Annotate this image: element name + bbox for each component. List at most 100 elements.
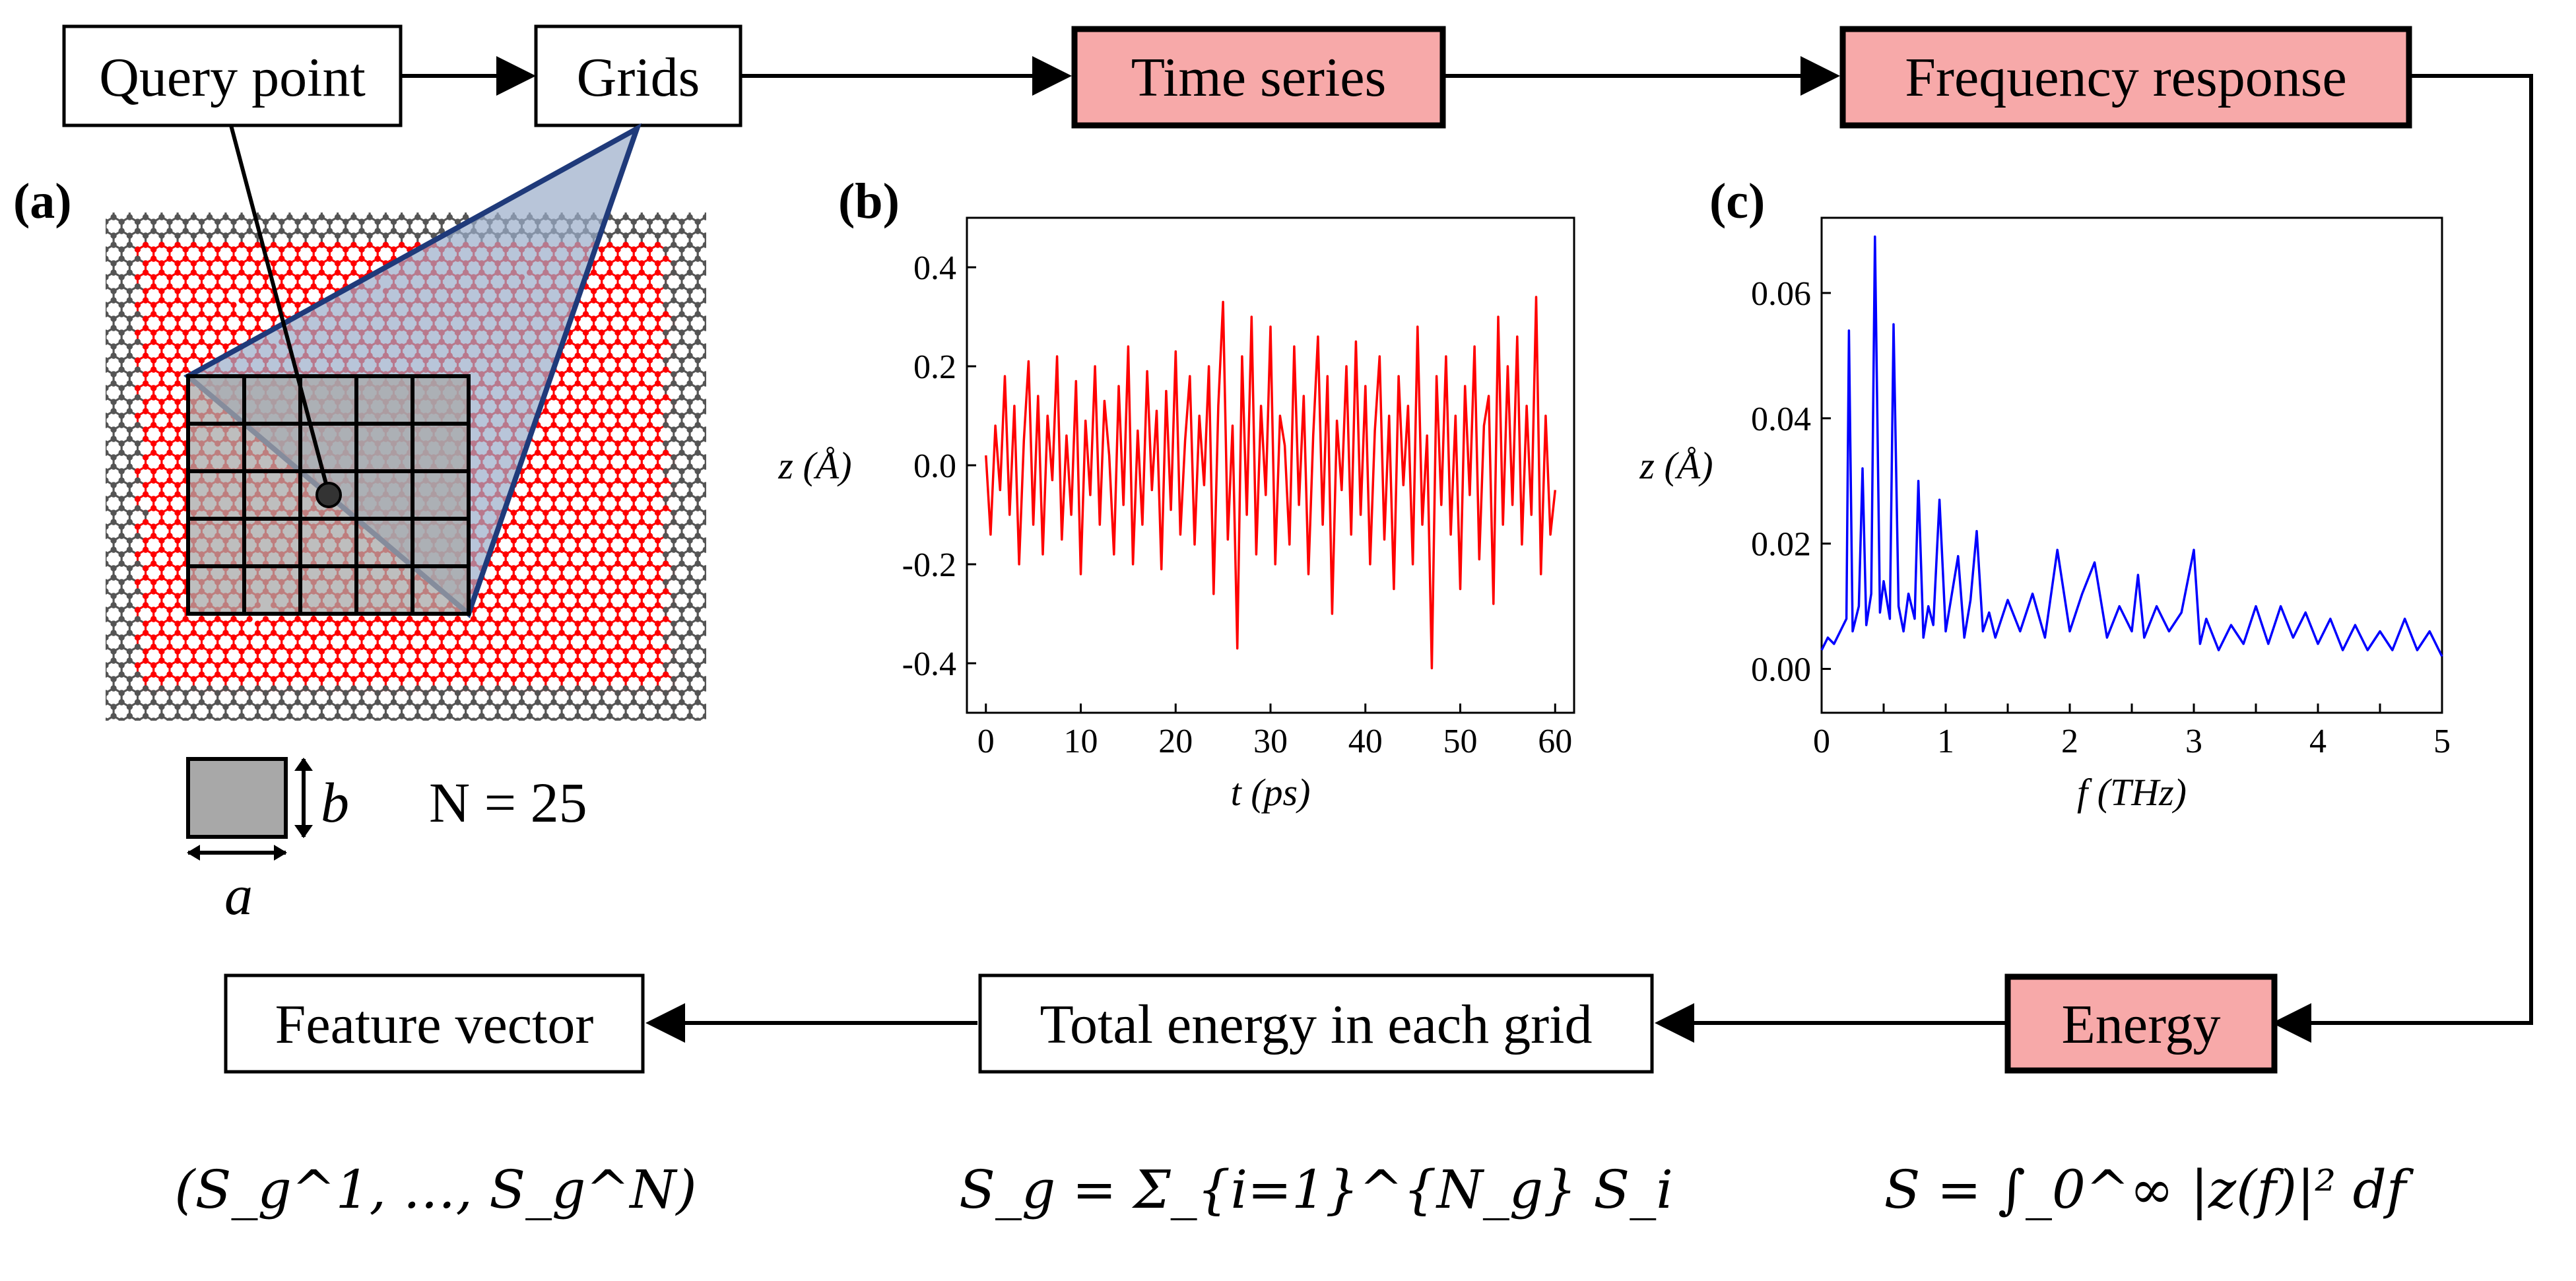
lattice-atom	[207, 325, 213, 331]
lattice-atom	[678, 385, 685, 391]
lattice-atom	[134, 218, 141, 225]
lattice-atom	[743, 339, 748, 345]
lattice-atom	[663, 366, 669, 373]
lattice-atom	[686, 214, 693, 220]
lattice-atom	[727, 218, 733, 224]
lattice-atom	[182, 311, 189, 317]
lattice-atom	[599, 246, 605, 253]
lattice-atom	[622, 297, 629, 304]
lattice-atom	[166, 339, 173, 345]
lattice-atom	[663, 394, 669, 401]
lattice-hexagon	[704, 594, 706, 607]
lattice-atom	[655, 242, 661, 248]
lattice-atom	[686, 242, 693, 248]
lattice-atom	[143, 352, 149, 359]
lattice-atom	[166, 255, 173, 262]
lattice-atom	[599, 357, 605, 364]
lattice-atom	[126, 325, 133, 331]
lattice-atom	[694, 339, 701, 345]
lattice-atom	[262, 274, 269, 280]
lattice-atom	[94, 371, 100, 377]
lattice-atom	[207, 297, 213, 304]
lattice-atom	[735, 269, 741, 275]
lattice-atom	[727, 283, 733, 289]
lattice-hexagon	[714, 439, 730, 457]
lattice-atom	[158, 399, 165, 405]
lattice-atom	[106, 228, 109, 234]
lattice-atom	[719, 205, 725, 211]
lattice-atom	[182, 274, 189, 280]
lattice-atom	[166, 274, 173, 280]
lattice-atom	[735, 214, 741, 220]
lattice-atom	[719, 352, 725, 358]
lattice-atom	[279, 246, 285, 253]
lattice-atom	[614, 339, 621, 345]
lattice-atom	[382, 232, 389, 239]
lattice-atom	[335, 205, 341, 211]
lattice-atom	[294, 274, 301, 280]
lattice-atom	[158, 232, 165, 239]
lattice-atom	[343, 218, 349, 225]
lattice-atom	[246, 274, 253, 280]
lattice-atom	[703, 205, 709, 211]
lattice-atom	[735, 242, 741, 247]
lattice-atom	[607, 315, 613, 322]
lattice-atom	[110, 288, 117, 294]
lattice-atom	[614, 255, 621, 262]
lattice-atom	[126, 214, 133, 220]
lattice-atom	[646, 274, 653, 280]
lattice-atom	[471, 200, 477, 206]
lattice-atom	[694, 302, 701, 308]
lattice-hexagon	[704, 483, 706, 496]
lattice-atom	[719, 399, 725, 405]
lattice-atom	[158, 260, 165, 267]
lattice-atom	[743, 357, 748, 363]
lattice-atom	[399, 205, 405, 211]
lattice-atom	[671, 325, 677, 331]
lattice-atom	[655, 371, 661, 378]
lattice-atom	[222, 315, 229, 322]
lattice-atom	[638, 297, 645, 304]
lattice-atom	[158, 242, 165, 248]
lattice-atom	[663, 283, 669, 290]
lattice-atom	[622, 288, 629, 294]
lattice-atom	[719, 315, 725, 321]
lattice-atom	[106, 329, 109, 336]
lattice-hexagon	[722, 425, 738, 443]
lattice-atom	[150, 394, 157, 401]
lattice-atom	[382, 242, 389, 248]
lattice-atom	[118, 394, 125, 401]
lattice-hexagon	[730, 245, 746, 263]
lattice-hexagon	[714, 411, 730, 430]
lattice-atom	[102, 200, 108, 206]
lattice-atom	[622, 269, 629, 276]
lattice-atom	[663, 246, 669, 253]
lattice-atom	[599, 385, 605, 391]
lattice-hexagon	[704, 213, 706, 219]
grids-label: Grids	[577, 47, 700, 108]
lattice-atom	[367, 205, 373, 211]
lattice-atom	[94, 380, 100, 386]
lattice-atom	[198, 228, 205, 234]
lattice-atom	[174, 325, 181, 331]
lattice-atom	[663, 357, 669, 364]
lattice-atom	[150, 385, 157, 391]
lattice-atom	[646, 366, 653, 373]
lattice-hexagon	[722, 591, 738, 610]
lattice-atom	[94, 269, 100, 275]
lattice-atom	[222, 242, 229, 248]
lattice-atom	[166, 200, 172, 206]
lattice-atom	[134, 246, 141, 253]
lattice-atom	[727, 302, 733, 308]
lattice-hexagon	[704, 455, 706, 469]
lattice-atom	[94, 325, 100, 331]
lattice-atom	[743, 274, 748, 280]
lattice-atom	[719, 371, 725, 377]
lattice-atom	[446, 214, 453, 220]
lattice-atom	[358, 246, 365, 253]
lattice-atom	[335, 214, 341, 220]
lattice-atom	[719, 325, 725, 331]
lattice-atom	[719, 315, 725, 321]
lattice-atom	[150, 339, 157, 345]
lattice-atom	[574, 343, 581, 350]
